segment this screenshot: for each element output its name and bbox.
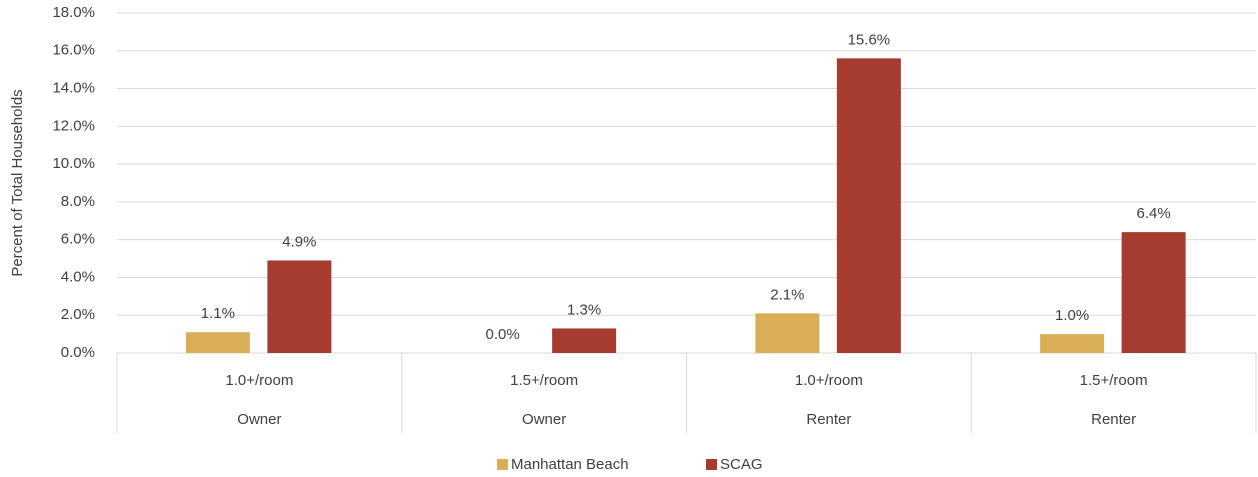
x-group-label: Owner [522,411,566,428]
y-tick-label: 10.0% [52,155,95,172]
legend-label: SCAG [720,456,763,473]
data-label: 1.0% [1055,307,1089,324]
data-label: 4.9% [282,233,316,250]
legend-swatch [706,459,717,470]
bar [1121,232,1186,353]
data-label: 2.1% [770,286,804,303]
y-tick-label: 16.0% [52,42,95,59]
legend-swatch [497,459,508,470]
bar [755,313,820,353]
data-label: 1.1% [201,305,235,322]
y-tick-label: 0.0% [61,344,95,361]
y-tick-label: 18.0% [52,4,95,21]
y-tick-label: 4.0% [61,268,95,285]
bar [185,332,250,353]
y-tick-label: 6.0% [61,231,95,248]
y-axis-label: Percent of Total Households [9,89,26,276]
bar [267,260,332,353]
y-tick-label: 12.0% [52,117,95,134]
x-tick-label: 1.5+/room [510,372,578,389]
x-group-label: Renter [1091,411,1136,428]
bar [552,328,617,353]
x-tick-label: 1.5+/room [1080,372,1148,389]
bar [1040,334,1105,353]
data-label: 6.4% [1137,205,1171,222]
legend-label: Manhattan Beach [511,456,629,473]
y-tick-label: 8.0% [61,193,95,210]
bar [836,58,901,353]
data-label: 15.6% [848,31,891,48]
x-tick-label: 1.0+/room [225,372,293,389]
x-tick-label: 1.0+/room [795,372,863,389]
x-group-label: Owner [237,411,281,428]
data-label: 0.0% [486,326,520,343]
y-tick-label: 2.0% [61,306,95,323]
x-group-label: Renter [806,411,851,428]
data-label: 1.3% [567,301,601,318]
y-tick-label: 14.0% [52,80,95,97]
